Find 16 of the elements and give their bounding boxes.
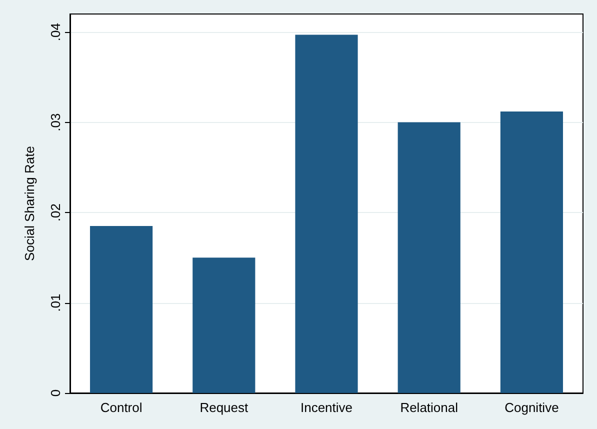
x-tick-label: Control xyxy=(100,400,142,415)
y-tick-label: .03 xyxy=(48,113,63,132)
y-axis-title: Social Sharing Rate xyxy=(22,146,37,261)
x-tick-label: Request xyxy=(200,400,248,415)
bar xyxy=(500,111,563,393)
bar xyxy=(192,258,256,393)
x-tick-label: Incentive xyxy=(300,400,353,415)
y-tick-label: .01 xyxy=(48,294,63,312)
y-tick-label: .04 xyxy=(48,23,63,42)
bar xyxy=(398,122,460,393)
x-tick-label: Cognitive xyxy=(504,400,559,415)
bar xyxy=(295,34,358,393)
bar xyxy=(90,226,153,393)
x-tick-label: Relational xyxy=(400,400,458,415)
y-tick-label: .02 xyxy=(48,203,63,222)
y-tick-label: 0 xyxy=(48,389,63,397)
